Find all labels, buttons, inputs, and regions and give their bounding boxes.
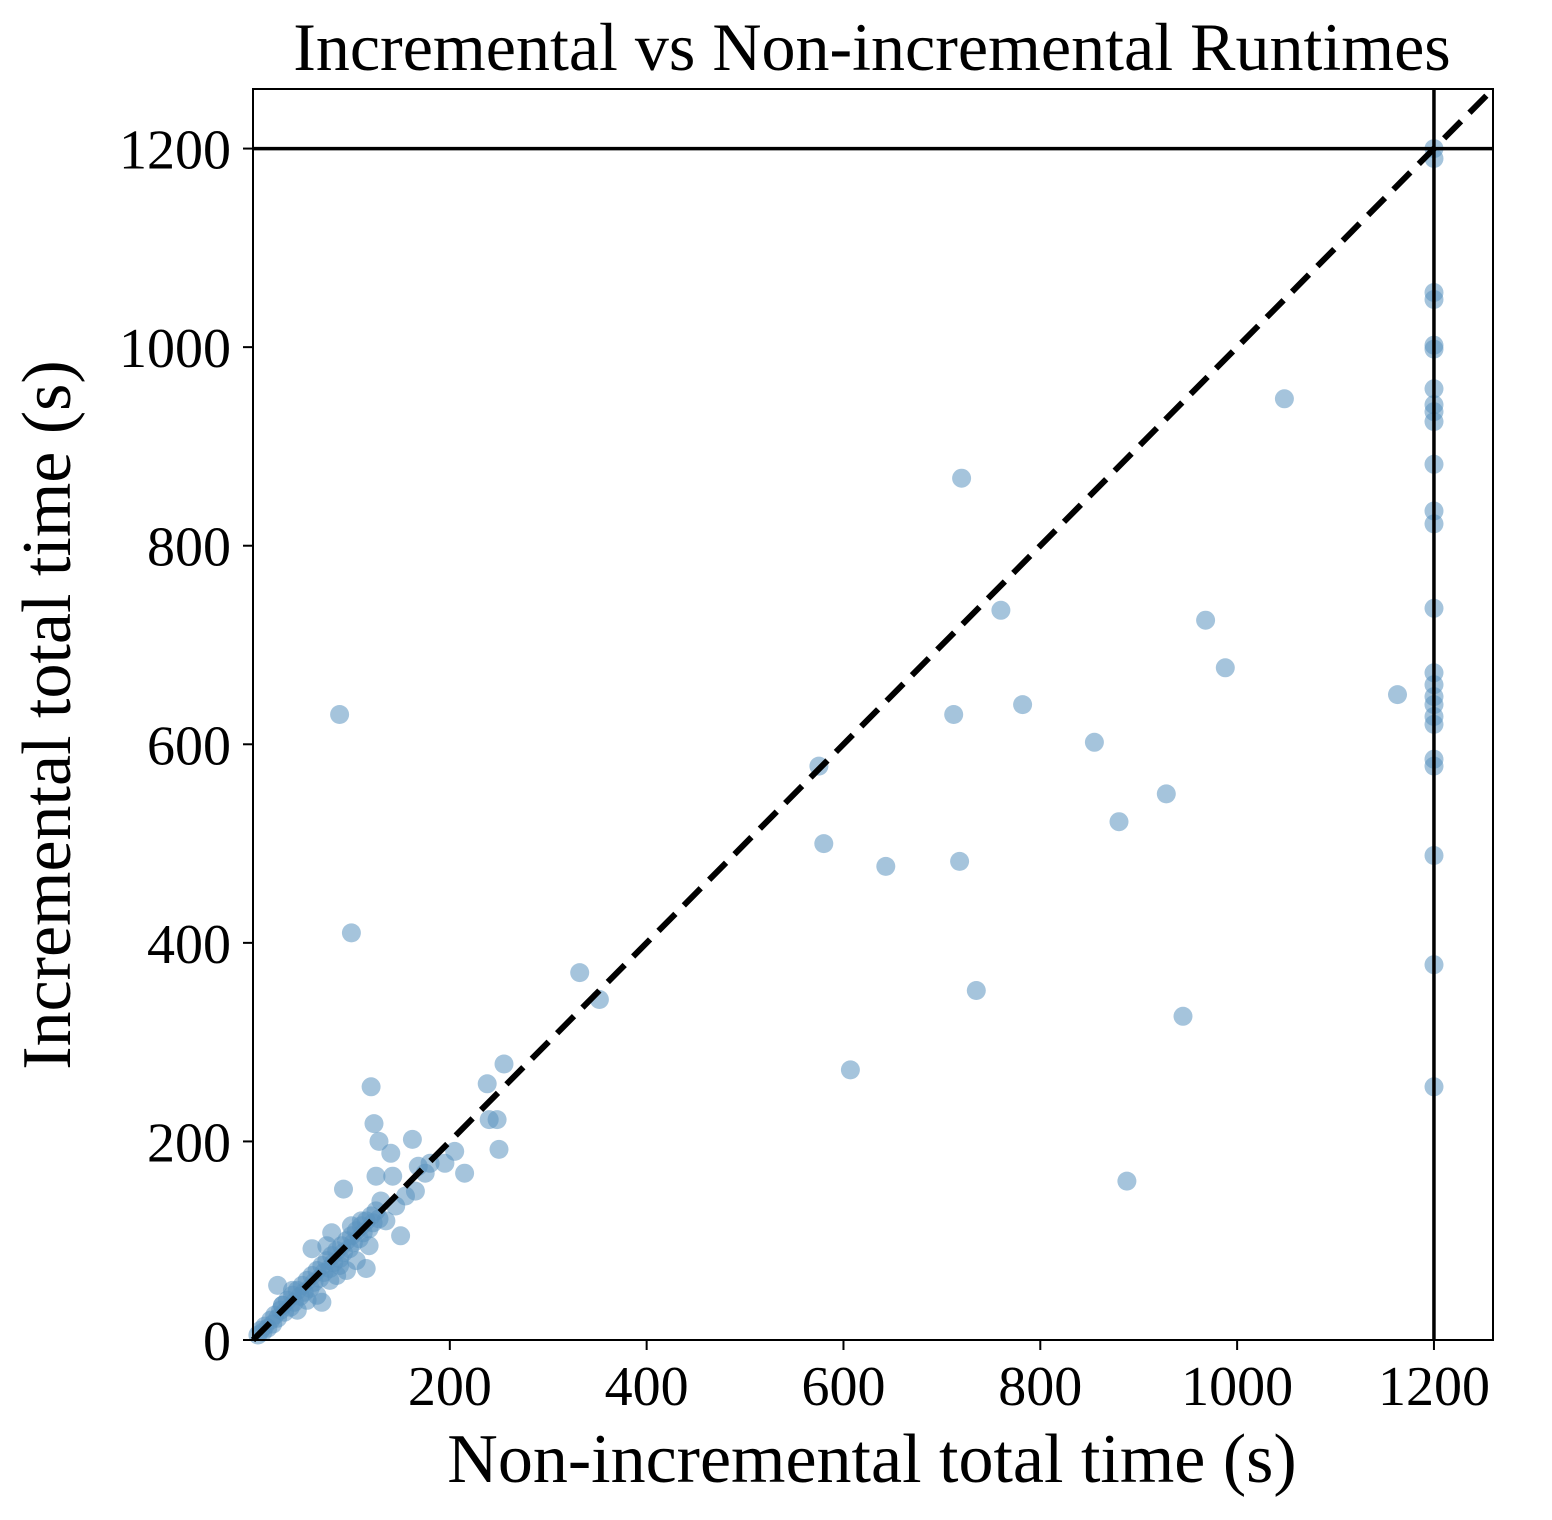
data-point xyxy=(366,1166,386,1186)
data-point xyxy=(991,600,1011,620)
data-point xyxy=(381,1143,401,1163)
data-point xyxy=(489,1139,509,1159)
data-point xyxy=(455,1163,475,1183)
identity-dashed-line xyxy=(250,86,1496,1343)
data-point xyxy=(814,834,834,854)
x-tick-label: 200 xyxy=(408,1356,492,1418)
plot-frame xyxy=(252,88,1494,1341)
x-tick-label: 600 xyxy=(801,1356,885,1418)
data-point xyxy=(876,856,896,876)
data-point xyxy=(402,1129,422,1149)
data-point xyxy=(950,851,970,871)
data-point xyxy=(840,1060,860,1080)
data-point xyxy=(268,1275,288,1295)
y-tick-label: 200 xyxy=(147,1112,231,1174)
data-point xyxy=(282,1280,302,1300)
x-axis-label: Non-incremental total time (s) xyxy=(447,1421,1296,1498)
y-tick-label: 800 xyxy=(147,517,231,579)
data-point xyxy=(1173,1006,1193,1026)
data-point xyxy=(1117,1171,1137,1191)
y-axis-label: Incremental total time (s) xyxy=(9,360,86,1069)
chart-title: Incremental vs Non-incremental Runtimes xyxy=(293,9,1451,85)
data-point xyxy=(966,981,986,1000)
data-point xyxy=(356,1259,376,1278)
x-tick-label: 1000 xyxy=(1181,1356,1293,1418)
x-tick-label: 400 xyxy=(605,1356,689,1418)
data-point xyxy=(312,1292,332,1312)
data-point xyxy=(1388,685,1407,705)
data-point xyxy=(1013,695,1033,715)
data-point xyxy=(322,1223,342,1243)
data-point xyxy=(1084,732,1104,752)
data-point xyxy=(1215,658,1235,678)
y-tick-label: 400 xyxy=(147,914,231,976)
lines-layer xyxy=(250,86,1496,1343)
data-point xyxy=(361,1077,381,1097)
data-point xyxy=(369,1131,389,1151)
data-point xyxy=(494,1054,514,1074)
data-point xyxy=(1196,610,1216,630)
data-point xyxy=(477,1074,497,1094)
x-tick-label: 800 xyxy=(998,1356,1082,1418)
y-tick-label: 1000 xyxy=(119,318,231,380)
data-point xyxy=(359,1236,379,1256)
data-point xyxy=(1274,389,1294,409)
data-point xyxy=(391,1226,411,1246)
y-tick-label: 600 xyxy=(147,715,231,777)
data-point xyxy=(383,1166,403,1186)
data-point xyxy=(487,1110,507,1130)
data-point xyxy=(302,1239,322,1259)
data-point xyxy=(405,1181,425,1201)
data-point xyxy=(944,705,964,724)
data-point xyxy=(334,1179,353,1199)
data-point xyxy=(445,1141,465,1161)
data-point xyxy=(952,468,972,488)
data-point xyxy=(376,1211,396,1231)
data-point xyxy=(273,1295,292,1315)
data-point xyxy=(1109,812,1129,832)
data-point xyxy=(1156,784,1176,804)
data-point xyxy=(570,963,590,983)
x-tick-label: 1200 xyxy=(1378,1356,1490,1418)
y-tick-label: 1200 xyxy=(119,120,231,182)
data-point xyxy=(330,705,350,724)
data-point xyxy=(364,1114,384,1134)
data-point xyxy=(341,923,361,943)
ticks-layer: 200 400 600 800 1000 1200 0 200 400 600 800 1000 120… xyxy=(119,120,1490,1418)
y-tick-label: 0 xyxy=(203,1311,231,1373)
